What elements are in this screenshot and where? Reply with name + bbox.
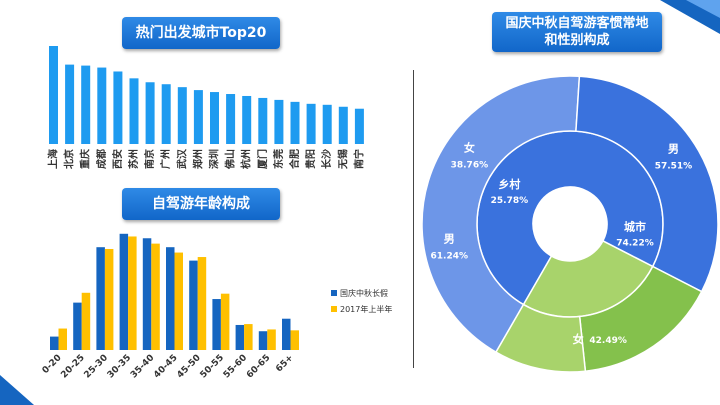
city-label: 佛山: [224, 149, 237, 170]
panel-divider: [413, 70, 414, 368]
legend-swatch: [331, 306, 337, 312]
urban-female-value: 42.49%: [589, 336, 627, 346]
city-label: 南宁: [352, 149, 365, 169]
half-year-bar: [128, 236, 137, 350]
city-label: 北京: [63, 149, 76, 169]
city-label: 南京: [143, 149, 156, 169]
holiday-bar: [142, 238, 152, 350]
half-year-bar: [197, 257, 207, 350]
rural-value: 25.78%: [491, 196, 529, 206]
city-bar: [145, 82, 155, 144]
city-bar: [113, 71, 123, 144]
rural-label: 乡村: [498, 177, 520, 191]
city-label: 东莞: [272, 149, 285, 169]
city-label: 武汉: [175, 148, 188, 169]
city-bar: [81, 65, 91, 144]
holiday-bar: [189, 260, 198, 350]
half-year-bar: [81, 292, 91, 350]
city-bar: [354, 108, 364, 144]
city-bar: [49, 46, 58, 144]
holiday-bar: [50, 336, 59, 350]
holiday-bar: [282, 318, 291, 350]
half-year-bar: [104, 248, 114, 350]
rural-female-slice: [494, 303, 587, 373]
half-year-bar: [267, 329, 276, 350]
city-bar: [65, 64, 75, 144]
rural-male-label: 男: [444, 232, 455, 245]
city-label: 苏州: [127, 149, 140, 169]
holiday-bar: [96, 247, 105, 350]
rural-male-value: 61.24%: [431, 251, 469, 261]
city-label: 贵阳: [304, 149, 317, 169]
top-cities-title-text: 热门出发城市Top20: [135, 25, 267, 41]
legend-label: 国庆中秋长假: [340, 288, 388, 298]
top-cities-title: 热门出发城市Top20: [122, 17, 280, 49]
urban-label: 城市: [624, 219, 646, 233]
origin-gender-title-text: 国庆中秋自驾游客惯常地和性别构成: [505, 16, 649, 48]
city-label: 无锡: [336, 149, 349, 170]
half-year-bar: [244, 324, 253, 350]
city-bar: [210, 92, 219, 144]
urban-value: 74.22%: [616, 238, 654, 248]
rural-female-value: 38.76%: [451, 161, 489, 171]
city-bar: [193, 90, 203, 144]
city-bar: [129, 78, 139, 144]
half-year-bar: [151, 243, 160, 350]
city-bar: [226, 94, 236, 144]
city-bar: [161, 84, 171, 144]
half-year-bar: [174, 252, 183, 350]
city-bar: [242, 95, 252, 144]
city-bar: [338, 106, 348, 144]
holiday-bar: [235, 324, 245, 350]
city-label: 西安: [111, 149, 124, 169]
half-year-bar: [290, 330, 299, 350]
age-title: 自驾游年龄构成: [122, 188, 280, 220]
city-bar: [258, 97, 268, 144]
urban-male-value: 57.51%: [655, 161, 693, 171]
holiday-bar: [119, 233, 129, 350]
city-label: 厦门: [256, 149, 269, 169]
rural-female-label: 女: [464, 141, 475, 155]
city-label: 上海: [47, 149, 60, 169]
origin-gender-title: 国庆中秋自驾游客惯常地和性别构成: [492, 12, 662, 52]
city-label: 郑州: [191, 149, 204, 169]
holiday-bar: [212, 299, 221, 350]
city-label: 重庆: [79, 149, 92, 169]
half-year-bar: [58, 328, 67, 350]
city-bar: [322, 104, 332, 144]
holiday-bar: [73, 302, 82, 350]
city-label: 合肥: [288, 149, 301, 170]
urban-female-label: 女: [573, 332, 584, 346]
city-bar: [306, 103, 316, 144]
urban-female-slice: [575, 75, 719, 293]
holiday-bar: [166, 247, 175, 350]
city-label: 深圳: [208, 149, 221, 169]
holiday-bar: [258, 331, 268, 350]
legend-swatch: [331, 290, 337, 296]
legend-label: 2017年上半年: [340, 304, 392, 314]
urban-male-slice: [421, 75, 581, 354]
top-right-corner-decoration: [660, 0, 720, 34]
city-bar: [274, 99, 284, 144]
urban-male-label: 男: [668, 142, 679, 155]
half-year-bar: [220, 293, 230, 350]
city-label: 成都: [95, 149, 108, 169]
bottom-left-corner-decoration: [0, 375, 34, 405]
city-label: 长沙: [320, 149, 333, 169]
city-bar: [97, 67, 107, 144]
city-label: 广州: [159, 149, 172, 169]
city-label: 杭州: [240, 149, 253, 169]
city-bar: [290, 101, 300, 144]
city-bar: [177, 87, 187, 144]
age-title-text: 自驾游年龄构成: [152, 196, 250, 212]
